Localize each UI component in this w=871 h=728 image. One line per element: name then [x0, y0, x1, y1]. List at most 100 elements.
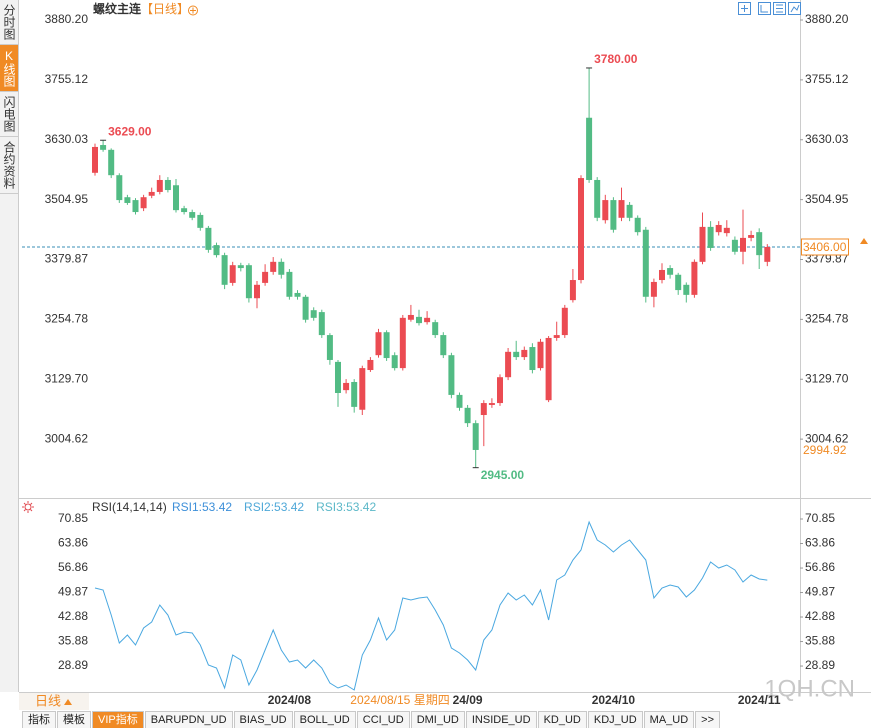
candle-body [529, 347, 536, 371]
candle-body [472, 423, 479, 450]
toolbar-tab[interactable]: KDJ_UD [587, 711, 643, 728]
candle-body [286, 271, 293, 297]
candle-body [124, 197, 131, 203]
candle-body [221, 255, 228, 285]
candle-body [497, 377, 503, 404]
candle-body [561, 307, 568, 336]
candle-body [351, 381, 358, 407]
candle-body [343, 382, 350, 391]
y-tick-label: 3880.20 [45, 12, 89, 26]
y-tick-label-right: 3880.20 [805, 12, 849, 26]
candle-body [205, 227, 212, 250]
toolbar-tab[interactable]: CCI_UD [356, 711, 410, 728]
legend-entry: RSI2:53.42 [244, 500, 304, 514]
chart-title: 螺纹主连 [93, 1, 142, 16]
y-tick-label: 49.87 [58, 585, 88, 599]
candle-body [488, 403, 495, 405]
candle-body [480, 403, 487, 416]
side-tab[interactable]: K线图 [0, 45, 18, 92]
y-tick-label: 42.88 [58, 609, 88, 623]
side-tab[interactable]: 分时图 [0, 0, 18, 45]
add-icon[interactable] [188, 5, 198, 16]
candle-body [359, 368, 366, 410]
y-tick-label: 28.89 [58, 658, 88, 672]
candle-body [602, 200, 609, 221]
candle-body [310, 310, 317, 318]
candle-body [318, 312, 325, 336]
candle-body [537, 341, 544, 369]
candle-body [302, 296, 309, 320]
toolbar-tab[interactable]: >> [695, 711, 721, 728]
candle-body [691, 261, 698, 295]
y-tick-label: 3379.87 [45, 252, 89, 266]
legend-entry: RSI1:53.42 [172, 500, 232, 514]
y-tick-label-right: 3755.12 [805, 72, 849, 86]
candle-body [505, 351, 512, 378]
candle-body [707, 226, 714, 248]
candle-body [335, 361, 341, 393]
y-tick-label-right: 3504.95 [805, 192, 849, 206]
candle-body [586, 117, 593, 180]
candle-body [189, 212, 196, 218]
side-tab[interactable]: 闪电图 [0, 92, 18, 137]
y-tick-label-right: 42.88 [805, 609, 835, 623]
y-tick-label-right: 3254.78 [805, 312, 849, 326]
x-tick-label: 2024/11 [738, 693, 781, 707]
toolbar-tab[interactable]: BOLL_UD [293, 711, 356, 728]
candle-body [618, 200, 625, 218]
candle-body [270, 261, 277, 272]
candle-body [367, 359, 374, 371]
toolbar-tab[interactable]: BIAS_UD [233, 711, 293, 728]
period-tab-arrow[interactable] [64, 699, 72, 705]
candle-body [424, 317, 431, 323]
candle-body [699, 226, 706, 262]
settings-icon[interactable] [22, 501, 34, 513]
side-tab[interactable]: 合约资料 [0, 137, 18, 194]
candle-body [740, 237, 746, 252]
last-price-arrow [860, 237, 868, 244]
candle-body [683, 284, 690, 295]
toolbar-tab[interactable]: 模板 [57, 711, 91, 728]
candle-body [448, 355, 455, 395]
toolbar: 指标 模板 VIP指标 BARUPDN_UD BIAS_UD BOLL_UD CCI_UD D… [22, 711, 721, 728]
y-tick-label-right: 35.88 [805, 634, 835, 648]
y-tick-label-right: 3004.62 [805, 431, 849, 445]
candle-body [659, 269, 665, 281]
candle-body [245, 265, 252, 299]
candle-body [432, 322, 439, 336]
candle-body [407, 314, 414, 320]
candle-body [140, 197, 147, 209]
candle-body [148, 191, 155, 196]
toolbar-icons[interactable] [738, 2, 801, 15]
candle-body [197, 214, 204, 228]
period-tab[interactable]: 日线 [35, 693, 61, 708]
watermark: 1QH.CN [764, 675, 855, 702]
extreme-label: 3629.00 [108, 124, 152, 138]
candle-body [521, 349, 528, 358]
toolbar-tab[interactable]: DMI_UD [410, 711, 465, 728]
toolbar-tab[interactable]: 指标 [22, 711, 56, 728]
toolbar-tab[interactable]: BARUPDN_UD [144, 711, 233, 728]
toolbar-tab[interactable]: INSIDE_UD [465, 711, 537, 728]
toolbar-tab[interactable]: KD_UD [537, 711, 587, 728]
toolbar-tab[interactable]: MA_UD [643, 711, 695, 728]
y-tick-label-right: 3129.70 [805, 371, 849, 385]
candle-body [156, 179, 163, 192]
candle-body [764, 246, 771, 262]
y-tick-label-right: 70.85 [805, 511, 835, 525]
candle-body [399, 317, 406, 369]
y-tick-label: 70.85 [58, 511, 88, 525]
x-tick-label: 24/09 [453, 693, 483, 707]
y-tick-label: 63.86 [58, 536, 88, 550]
candle-body [326, 335, 333, 360]
toolbar-tab[interactable]: VIP指标 [92, 711, 144, 728]
candle-body [715, 224, 722, 233]
x-tick-label: 2024/10 [592, 693, 636, 707]
candle-body [213, 245, 220, 256]
cursor-date: 2024/08/15 星期四 [350, 693, 449, 707]
candle-body [108, 149, 115, 176]
y-tick-label-right: 56.86 [805, 560, 835, 574]
candle-body [723, 227, 730, 234]
